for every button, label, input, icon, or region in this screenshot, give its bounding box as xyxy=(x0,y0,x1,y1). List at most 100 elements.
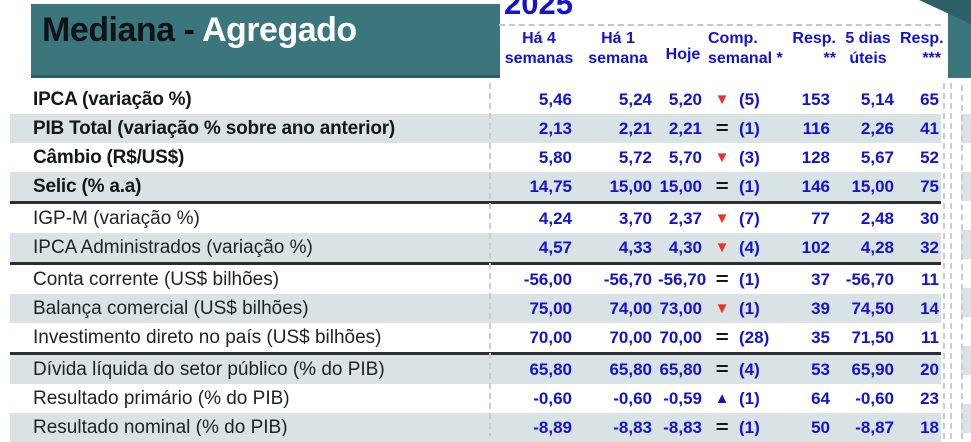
comp-semanal-count: (1) xyxy=(739,118,760,138)
triangle-down-icon: ▼ xyxy=(714,299,730,317)
table-row: Conta corrente (US$ bilhões) -56,00 -56,70… xyxy=(10,265,941,294)
row-label: IGP-M (variação %) xyxy=(33,207,200,229)
column-header-ha4-semanas: Há 4 semanas xyxy=(504,30,574,67)
value-hoje: 73,00 xyxy=(659,298,702,318)
value-ha4-semanas: 70,00 xyxy=(529,327,572,347)
comp-direction-cell: = xyxy=(708,417,736,438)
value-5-dias-uteis: 2,26 xyxy=(860,118,894,138)
cropped-next-row-strip xyxy=(10,436,941,439)
comp-direction-cell: ▼ xyxy=(708,239,736,257)
comp-direction-cell: ▼ xyxy=(708,300,736,318)
comp-direction-cell: = xyxy=(708,327,736,348)
value-respondents-3: 75 xyxy=(920,176,939,196)
comp-direction-cell: = xyxy=(708,359,736,380)
table-row: Balança comercial (US$ bilhões) 75,00 74,0… xyxy=(10,294,941,323)
row-label: PIB Total (variação % sobre ano anterior… xyxy=(33,117,396,139)
value-ha4-semanas: 65,80 xyxy=(529,359,572,379)
value-ha1-semana: 5,72 xyxy=(618,147,652,167)
value-ha1-semana: 65,80 xyxy=(609,359,652,379)
column-header-5-dias-uteis: 5 dias úteis xyxy=(845,30,891,67)
value-respondents-2: 116 xyxy=(802,118,830,138)
comp-semanal-count: (1) xyxy=(739,176,760,196)
row-label: Resultado primário (% do PIB) xyxy=(33,387,290,409)
value-hoje: 4,30 xyxy=(668,237,702,257)
value-ha4-semanas: 4,24 xyxy=(538,208,572,228)
comp-semanal-count: (5) xyxy=(739,89,760,109)
table-row: Investimento direto no país (US$ bilhões… xyxy=(10,323,941,355)
value-5-dias-uteis: 65,90 xyxy=(851,359,894,379)
comp-direction-cell: = xyxy=(708,269,736,290)
value-respondents-2: 35 xyxy=(811,327,830,347)
comp-direction-cell: ▼ xyxy=(708,149,736,167)
comp-semanal-count: (1) xyxy=(739,417,760,437)
column-header-hoje: Hoje xyxy=(665,46,701,63)
value-respondents-2: 39 xyxy=(811,298,830,318)
value-ha1-semana: -56,70 xyxy=(603,269,652,289)
value-respondents-3: 11 xyxy=(921,327,939,347)
row-label: Dívida líquida do setor público (% do PI… xyxy=(33,358,385,380)
value-hoje: -56,70 xyxy=(658,269,707,289)
value-ha1-semana: 74,00 xyxy=(609,298,652,318)
equals-icon: = xyxy=(715,327,729,347)
title-mediana: Mediana - xyxy=(42,11,202,49)
equals-icon: = xyxy=(715,359,729,379)
value-5-dias-uteis: -56,70 xyxy=(845,269,894,289)
column-headers: Há 4 semanas Há 1 semana Hoje Comp. sema… xyxy=(500,29,944,81)
comp-semanal-count: (4) xyxy=(739,237,760,257)
value-respondents-2: 50 xyxy=(811,417,830,437)
value-respondents-2: 37 xyxy=(811,269,830,289)
column-header-resp-3: Resp. *** xyxy=(900,30,944,67)
table-title-banner: Mediana - Agregado xyxy=(31,4,500,78)
triangle-down-icon: ▼ xyxy=(714,148,730,166)
row-label: Balança comercial (US$ bilhões) xyxy=(33,297,309,319)
value-respondents-3: 65 xyxy=(920,89,939,109)
table-row: IPCA Administrados (variação %) 4,57 4,33 4… xyxy=(10,233,941,265)
table-row: Selic (% a.a) 14,75 15,00 15,00 = (1) 146 15,00… xyxy=(10,172,941,204)
table-row: IPCA (variação %) 5,46 5,24 5,20 ▼ (5) 153 5,14… xyxy=(10,85,941,114)
value-ha4-semanas: -8,89 xyxy=(533,417,572,437)
value-ha4-semanas: 75,00 xyxy=(529,298,572,318)
value-hoje: 5,20 xyxy=(668,89,702,109)
table-row: Câmbio (R$/US$) 5,80 5,72 5,70 ▼ (3) 128 5,67 52 xyxy=(10,143,941,172)
table-row: PIB Total (variação % sobre ano anterior… xyxy=(10,114,941,143)
value-respondents-2: 146 xyxy=(801,176,830,196)
value-respondents-3: 30 xyxy=(920,208,939,228)
value-5-dias-uteis: 71,50 xyxy=(851,327,894,347)
value-5-dias-uteis: 5,67 xyxy=(860,147,894,167)
value-respondents-2: 77 xyxy=(811,208,830,228)
value-hoje: 70,00 xyxy=(659,327,702,347)
comp-direction-cell: = xyxy=(708,118,736,139)
value-respondents-3: 23 xyxy=(920,388,939,408)
comp-semanal-count: (1) xyxy=(739,388,760,408)
value-ha4-semanas: 2,13 xyxy=(538,118,572,138)
value-ha4-semanas: 5,46 xyxy=(538,89,572,109)
value-hoje: -0,59 xyxy=(663,388,702,408)
row-label: Conta corrente (US$ bilhões) xyxy=(33,268,280,290)
comp-direction-cell: ▼ xyxy=(708,210,736,228)
comp-direction-cell: ▲ xyxy=(708,390,736,408)
value-respondents-3: 11 xyxy=(921,269,939,289)
value-respondents-3: 20 xyxy=(920,359,939,379)
value-5-dias-uteis: -8,87 xyxy=(855,417,894,437)
row-label: Câmbio (R$/US$) xyxy=(33,146,185,168)
value-5-dias-uteis: 74,50 xyxy=(851,298,894,318)
value-hoje: 65,80 xyxy=(659,359,702,379)
value-ha1-semana: 70,00 xyxy=(609,327,652,347)
value-respondents-3: 41 xyxy=(920,118,939,138)
value-ha1-semana: 3,70 xyxy=(618,208,652,228)
row-label: IPCA (variação %) xyxy=(33,88,192,110)
value-5-dias-uteis: 5,14 xyxy=(860,89,894,109)
value-respondents-3: 52 xyxy=(920,147,939,167)
value-respondents-2: 53 xyxy=(811,359,830,379)
value-hoje: -8,83 xyxy=(663,417,702,437)
value-5-dias-uteis: 2,48 xyxy=(860,208,894,228)
row-label: IPCA Administrados (variação %) xyxy=(33,236,313,258)
column-header-resp-2: Resp. ** xyxy=(792,30,836,67)
value-5-dias-uteis: -0,60 xyxy=(855,388,894,408)
value-respondents-2: 64 xyxy=(811,388,830,408)
value-ha1-semana: -0,60 xyxy=(613,388,652,408)
comp-direction-cell: = xyxy=(708,176,736,197)
row-label: Investimento direto no país (US$ bilhões… xyxy=(33,326,382,348)
right-dashed-divider-1 xyxy=(943,83,945,439)
equals-icon: = xyxy=(715,417,729,437)
